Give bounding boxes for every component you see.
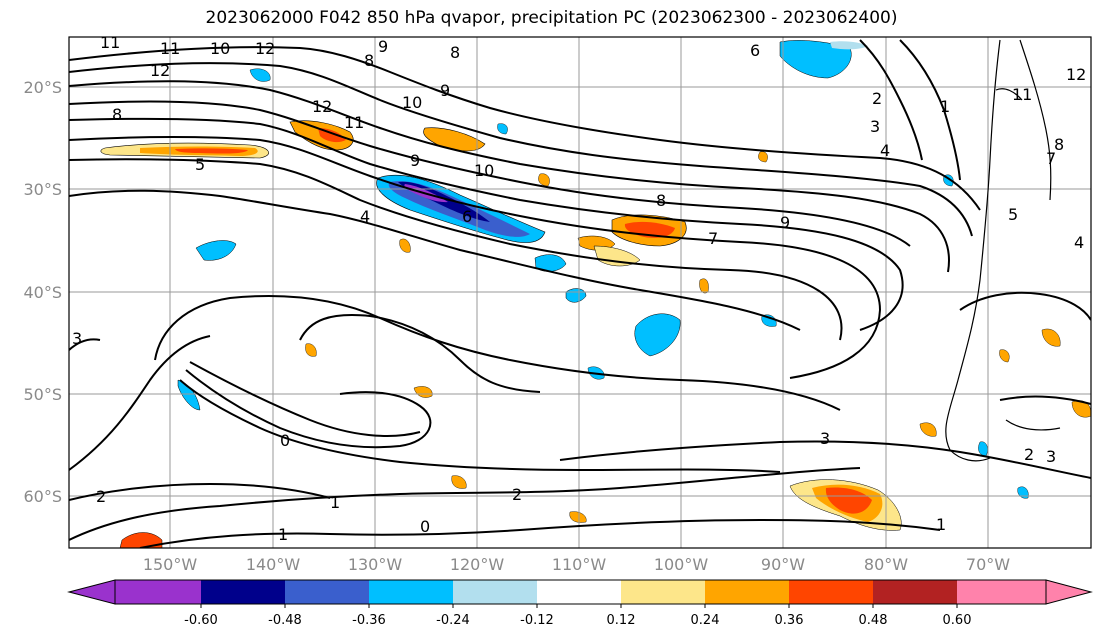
colorbar: -0.60 -0.48 -0.36 -0.24 -0.12 0.12 0.24 … (67, 579, 1093, 628)
graticule (69, 37, 1091, 548)
lat-tick-40s: 40°S (23, 283, 62, 302)
qvapor-contours (69, 39, 1091, 548)
contour-label: 9 (378, 37, 388, 56)
lon-tick-90w: 90°W (761, 555, 805, 574)
lon-tick-130w: 130°W (348, 555, 403, 574)
contour-label: 3 (820, 429, 830, 448)
colorbar-tick-label: 0.60 (943, 613, 972, 628)
colorbar-tick-label: -0.36 (352, 613, 386, 628)
contour-label: 11 (344, 113, 364, 132)
contour-label: 9 (410, 151, 420, 170)
contour-label: 6 (750, 41, 760, 60)
contour-label: 7 (708, 229, 718, 248)
colorbar-tick-label: 0.12 (607, 613, 636, 628)
colorbar-segment (537, 580, 621, 604)
lon-tick-70w: 70°W (966, 555, 1010, 574)
contour-label: 5 (195, 155, 205, 174)
contour-label: 1 (278, 525, 288, 544)
contour-label: 10 (210, 39, 230, 58)
colorbar-tick-label: -0.60 (184, 613, 218, 628)
lat-tick-60s: 60°S (23, 487, 62, 506)
contour-label: 11 (1012, 85, 1032, 104)
colorbar-extend-high (1045, 579, 1093, 605)
lat-tick-labels: 20°S 30°S 40°S 50°S 60°S (23, 78, 62, 506)
colorbar-segment (285, 580, 369, 604)
lon-tick-labels: 150°W 140°W 130°W 120°W 110°W 100°W 90°W… (143, 555, 1010, 574)
colorbar-tick-label: -0.24 (436, 613, 470, 628)
contour-label: 1 (330, 493, 340, 512)
contour-label: 3 (72, 329, 82, 348)
contour-label: 3 (1046, 447, 1056, 466)
contour-label: 11 (100, 33, 120, 52)
contour-label: 1 (936, 515, 946, 534)
contour-label: 4 (880, 141, 890, 160)
colorbar-tick-label: -0.48 (268, 613, 302, 628)
contour-label: 9 (780, 213, 790, 232)
colorbar-extend-low (67, 579, 116, 605)
colorbar-frame (114, 579, 1047, 605)
colorbar-segment (369, 580, 453, 604)
colorbar-segment (705, 580, 789, 604)
lon-tick-140w: 140°W (246, 555, 301, 574)
colorbar-segment (115, 580, 201, 604)
contour-label: 12 (255, 39, 275, 58)
contour-label: 8 (364, 51, 374, 70)
contour-label: 12 (150, 61, 170, 80)
colorbar-segment (453, 580, 537, 604)
contour-label: 8 (1054, 135, 1064, 154)
contour-label: 4 (1074, 233, 1084, 252)
contour-label: 2 (512, 485, 522, 504)
chart-title: 2023062000 F042 850 hPa qvapor, precipit… (205, 8, 898, 28)
lon-tick-110w: 110°W (552, 555, 607, 574)
colorbar-segment (621, 580, 705, 604)
contour-labels: 11 11 10 12 12 9 8 8 8 12 11 10 9 5 10 9… (72, 33, 1086, 544)
lon-tick-80w: 80°W (864, 555, 908, 574)
contour-label: 8 (656, 191, 666, 210)
lat-tick-50s: 50°S (23, 385, 62, 404)
contour-label: 12 (312, 97, 332, 116)
colorbar-segment (957, 580, 1046, 604)
colorbar-segment (201, 580, 285, 604)
contour-label: 12 (1066, 65, 1086, 84)
colorbar-tick-label: -0.12 (520, 613, 554, 628)
contour-label: 2 (96, 487, 106, 506)
contour-label: 3 (870, 117, 880, 136)
lon-tick-150w: 150°W (143, 555, 198, 574)
contour-label: 10 (474, 161, 494, 180)
contour-label: 1 (940, 97, 950, 116)
lat-tick-30s: 30°S (23, 180, 62, 199)
contour-label: 6 (462, 207, 472, 226)
lon-tick-120w: 120°W (450, 555, 505, 574)
contour-label: 2 (1024, 445, 1034, 464)
colorbar-tick-label: 0.48 (859, 613, 888, 628)
contour-label: 5 (1008, 205, 1018, 224)
colorbar-segment (873, 580, 957, 604)
lat-tick-20s: 20°S (23, 78, 62, 97)
colorbar-segment (789, 580, 873, 604)
contour-label: 2 (872, 89, 882, 108)
contour-label: 7 (1046, 149, 1056, 168)
contour-label: 0 (280, 431, 290, 450)
coastline (945, 39, 1061, 462)
contour-label: 8 (112, 105, 122, 124)
colorbar-tick-label: 0.36 (775, 613, 804, 628)
contour-label: 10 (402, 93, 422, 112)
contour-label: 0 (420, 517, 430, 536)
map-frame (68, 36, 1092, 549)
colorbar-tick-label: 0.24 (691, 613, 720, 628)
lon-tick-100w: 100°W (654, 555, 709, 574)
contour-label: 4 (360, 207, 370, 226)
contour-label: 9 (440, 81, 450, 100)
contour-label: 8 (450, 43, 460, 62)
contour-label: 11 (160, 39, 180, 58)
